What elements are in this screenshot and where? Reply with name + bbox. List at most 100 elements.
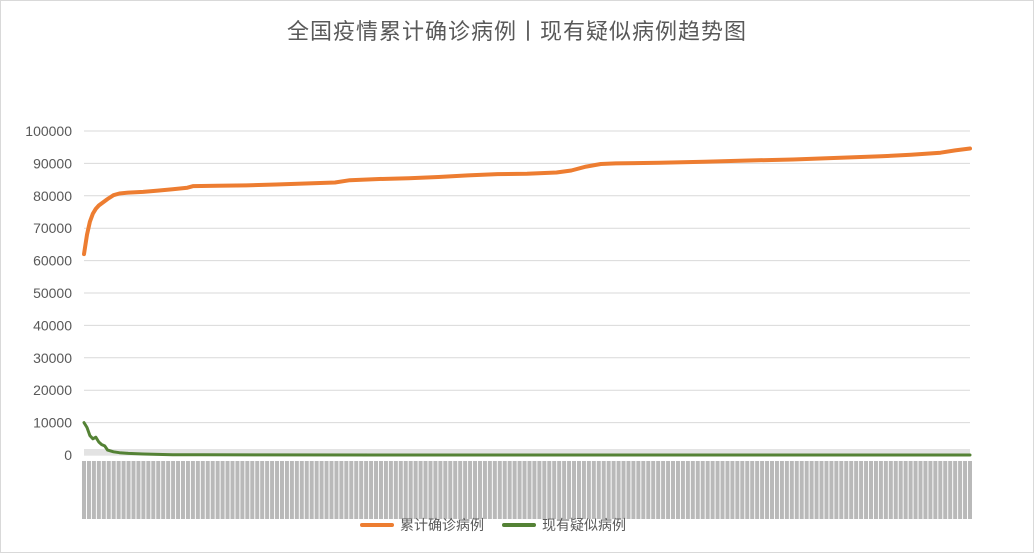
y-tick-label: 70000 xyxy=(33,220,72,236)
x-tick-mark xyxy=(245,461,250,519)
x-tick-mark xyxy=(225,461,230,519)
x-tick-mark xyxy=(270,461,275,519)
x-tick-mark xyxy=(621,461,626,519)
x-tick-mark xyxy=(958,461,963,519)
x-tick-mark xyxy=(963,461,968,519)
x-tick-mark xyxy=(794,461,799,519)
x-tick-mark xyxy=(468,461,473,519)
y-tick-label: 80000 xyxy=(33,188,72,204)
x-tick-mark xyxy=(210,461,215,519)
x-tick-mark xyxy=(878,461,883,519)
chart-legend: 累计确诊病例 现有疑似病例 xyxy=(360,515,626,535)
x-tick-mark xyxy=(586,461,591,519)
x-tick-mark xyxy=(938,461,943,519)
x-tick-mark xyxy=(294,461,299,519)
x-tick-mark xyxy=(477,461,482,519)
x-tick-mark xyxy=(250,461,255,519)
x-tick-mark xyxy=(96,461,101,519)
x-tick-mark xyxy=(869,461,874,519)
x-tick-mark xyxy=(908,461,913,519)
x-tick-mark xyxy=(948,461,953,519)
x-tick-mark xyxy=(854,461,859,519)
x-tick-mark xyxy=(121,461,126,519)
x-tick-mark xyxy=(116,461,121,519)
x-tick-mark xyxy=(482,461,487,519)
x-tick-mark xyxy=(378,461,383,519)
x-tick-mark xyxy=(819,461,824,519)
x-tick-mark xyxy=(502,461,507,519)
x-tick-mark xyxy=(265,461,270,519)
x-tick-mark xyxy=(883,461,888,519)
x-tick-mark xyxy=(576,461,581,519)
x-tick-mark xyxy=(517,461,522,519)
x-tick-mark xyxy=(492,461,497,519)
x-tick-mark xyxy=(141,461,146,519)
x-tick-mark xyxy=(839,461,844,519)
x-tick-mark xyxy=(893,461,898,519)
x-tick-mark xyxy=(784,461,789,519)
x-tick-mark xyxy=(918,461,923,519)
x-tick-mark xyxy=(260,461,265,519)
x-tick-mark xyxy=(685,461,690,519)
x-tick-mark xyxy=(185,461,190,519)
x-tick-mark xyxy=(730,461,735,519)
x-tick-mark xyxy=(176,461,181,519)
x-tick-mark xyxy=(745,461,750,519)
x-tick-mark xyxy=(581,461,586,519)
x-tick-mark xyxy=(542,461,547,519)
x-tick-mark xyxy=(849,461,854,519)
legend-item-suspected: 现有疑似病例 xyxy=(502,515,626,535)
x-tick-mark xyxy=(131,461,136,519)
x-tick-mark xyxy=(200,461,205,519)
x-tick-mark xyxy=(725,461,730,519)
y-tick-label: 90000 xyxy=(33,155,72,171)
x-tick-mark xyxy=(151,461,156,519)
x-tick-mark xyxy=(309,461,314,519)
x-tick-mark xyxy=(656,461,661,519)
x-tick-mark xyxy=(913,461,918,519)
legend-item-cumulative: 累计确诊病例 xyxy=(360,515,484,535)
x-tick-mark xyxy=(329,461,334,519)
x-tick-mark xyxy=(829,461,834,519)
y-tick-label: 10000 xyxy=(33,415,72,431)
x-tick-mark xyxy=(552,461,557,519)
x-tick-mark xyxy=(156,461,161,519)
x-tick-mark xyxy=(928,461,933,519)
x-tick-mark xyxy=(636,461,641,519)
series-line-cumulative xyxy=(82,146,972,257)
x-tick-mark xyxy=(403,461,408,519)
x-tick-mark xyxy=(393,461,398,519)
x-tick-mark xyxy=(299,461,304,519)
x-tick-mark xyxy=(601,461,606,519)
x-tick-mark xyxy=(101,461,106,519)
x-tick-mark xyxy=(631,461,636,519)
x-tick-mark xyxy=(136,461,141,519)
baseline-band xyxy=(84,449,970,455)
x-tick-mark xyxy=(675,461,680,519)
x-tick-mark xyxy=(240,461,245,519)
x-tick-mark xyxy=(873,461,878,519)
x-tick-mark xyxy=(279,461,284,519)
x-tick-mark xyxy=(428,461,433,519)
x-tick-mark xyxy=(591,461,596,519)
x-tick-mark xyxy=(284,461,289,519)
x-tick-mark xyxy=(522,461,527,519)
series-line-suspected xyxy=(82,421,972,457)
y-tick-label: 50000 xyxy=(33,285,72,301)
x-tick-mark xyxy=(532,461,537,519)
x-tick-mark xyxy=(720,461,725,519)
x-tick-mark xyxy=(695,461,700,519)
x-tick-mark xyxy=(611,461,616,519)
y-tick-label: 60000 xyxy=(33,253,72,269)
x-tick-mark xyxy=(235,461,240,519)
legend-swatch-cumulative xyxy=(360,523,394,527)
legend-label-cumulative: 累计确诊病例 xyxy=(400,518,484,534)
x-tick-mark xyxy=(275,461,280,519)
x-tick-mark xyxy=(923,461,928,519)
x-tick-mark xyxy=(111,461,116,519)
x-tick-mark xyxy=(527,461,532,519)
x-tick-mark xyxy=(943,461,948,519)
x-tick-mark xyxy=(458,461,463,519)
x-tick-mark xyxy=(844,461,849,519)
x-tick-mark xyxy=(760,461,765,519)
